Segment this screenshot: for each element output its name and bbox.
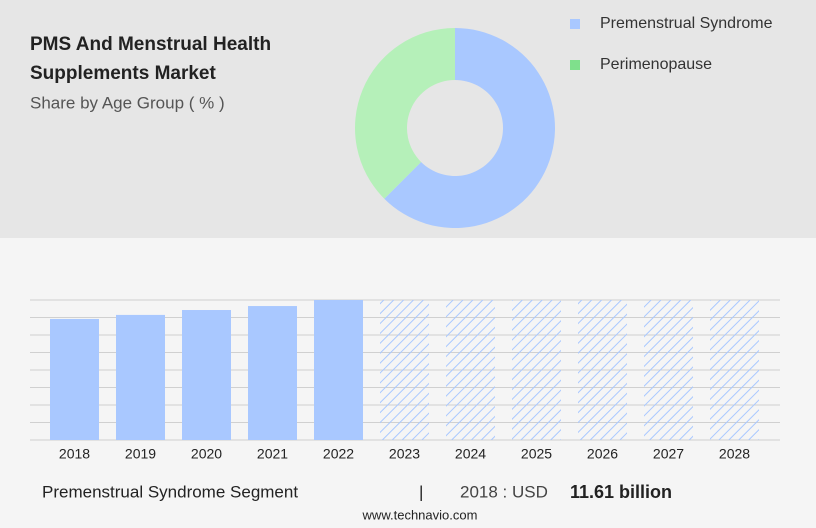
bar xyxy=(182,310,231,440)
donut-segment xyxy=(384,28,555,228)
x-tick-label: 2022 xyxy=(323,446,354,462)
legend-swatch xyxy=(570,60,580,70)
footer-year: 2018 : USD xyxy=(460,482,548,501)
chart-title: PMS And Menstrual Health Supplements Mar… xyxy=(30,34,272,84)
legend-label: Premenstrual Syndrome xyxy=(600,15,773,32)
x-tick-label: 2027 xyxy=(653,446,684,462)
legend-swatch xyxy=(570,19,580,29)
x-tick-label: 2026 xyxy=(587,446,618,462)
title-box: PMS And Menstrual Health Supplements Mar… xyxy=(30,34,272,84)
x-tick-label: 2028 xyxy=(719,446,750,462)
bar xyxy=(50,318,99,440)
footer-separator: | xyxy=(419,482,423,501)
bar xyxy=(116,314,165,440)
x-tick-label: 2025 xyxy=(521,446,552,462)
forecast-bar xyxy=(710,300,759,440)
footer-value: 11.61 billion xyxy=(570,482,672,502)
bar xyxy=(248,306,297,440)
footer-segment: Premenstrual Syndrome Segment xyxy=(42,482,298,501)
donut-segment xyxy=(354,28,455,199)
forecast-bar xyxy=(380,300,429,440)
chart-subtitle: Share by Age Group ( % ) xyxy=(30,93,225,112)
x-tick-label: 2018 xyxy=(59,446,90,462)
x-tick-label: 2021 xyxy=(257,446,288,462)
forecast-bar xyxy=(644,300,693,440)
source: www.technavio.com xyxy=(362,507,478,522)
x-tick-label: 2019 xyxy=(125,446,156,462)
forecast-bar xyxy=(512,300,561,440)
x-tick-label: 2023 xyxy=(389,446,420,462)
forecast-bar xyxy=(446,300,495,440)
forecast-bar xyxy=(578,300,627,440)
x-tick-label: 2024 xyxy=(455,446,486,462)
legend-label: Perimenopause xyxy=(600,56,712,73)
bar xyxy=(314,300,363,440)
x-tick-label: 2020 xyxy=(191,446,222,462)
